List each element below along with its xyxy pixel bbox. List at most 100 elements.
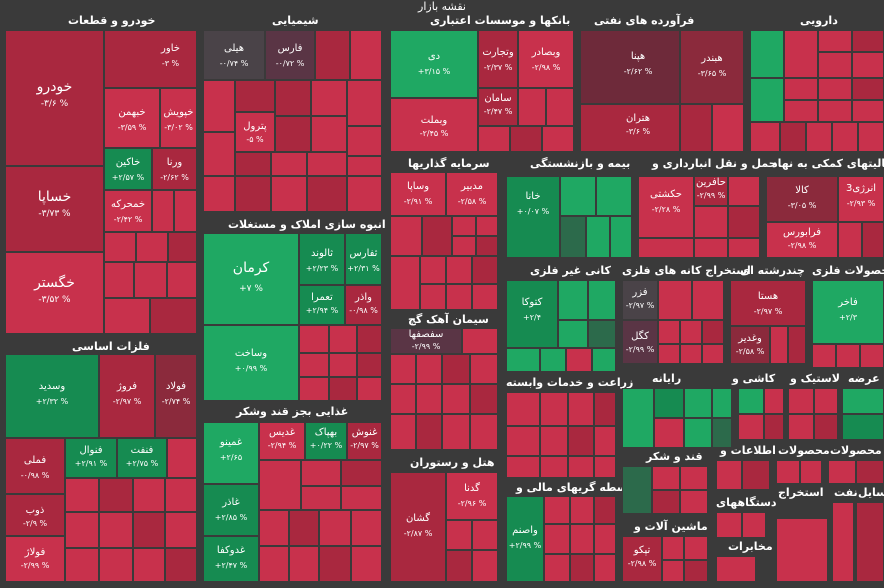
tile-sarmaye-5[interactable] bbox=[452, 236, 476, 256]
tile-khodro[interactable]: خودرو -۳/۶ % bbox=[5, 30, 104, 166]
tile-felezat-small-2[interactable] bbox=[65, 478, 99, 512]
tile-felezat-small-6[interactable] bbox=[65, 512, 99, 548]
tile-bank-1[interactable] bbox=[518, 88, 546, 126]
tile-kerman[interactable]: کرمان +۷ % bbox=[203, 233, 299, 325]
tile-sarmaye-12[interactable] bbox=[446, 284, 472, 310]
tile-saluond[interactable]: ثالوند +۲/۲۳ % bbox=[299, 233, 345, 285]
tile-hafarin[interactable]: حافرین -۲/۹۹ % bbox=[694, 176, 728, 206]
tile-daroui-7[interactable] bbox=[750, 78, 784, 122]
tile-saman[interactable]: سامان -۲/۴۷ % bbox=[478, 88, 518, 126]
tile-foraz[interactable]: فروژ -۲/۹۷ % bbox=[99, 354, 155, 438]
tile-zob[interactable]: ذوب -۲/۹ % bbox=[5, 494, 65, 536]
tile-chandreshte-1[interactable] bbox=[770, 326, 788, 364]
tile-khezamia[interactable]: خمحرکه -۲/۴۲ % bbox=[104, 190, 152, 232]
tile-vtejarat[interactable]: وتجارت -۲/۳۷ % bbox=[478, 30, 518, 88]
tile-ghanoosh[interactable]: غنوش -۲/۹۷ % bbox=[347, 422, 382, 460]
tile-fakhar[interactable]: فاخر +۲/۳ bbox=[812, 280, 884, 344]
tile-vasete-9[interactable] bbox=[594, 554, 616, 582]
tile-daroui-5[interactable] bbox=[818, 52, 852, 78]
tile-fooolad[interactable]: فولاد -۲/۷۴ % bbox=[155, 354, 197, 438]
tile-daroui-3[interactable] bbox=[818, 30, 852, 52]
tile-kani-4[interactable] bbox=[588, 320, 616, 348]
tile-chandreshte-2[interactable] bbox=[788, 326, 806, 364]
tile-khodro-small-3[interactable] bbox=[104, 232, 136, 262]
tile-mokhaberat-1[interactable] bbox=[716, 556, 756, 582]
tile-zeraat-10[interactable] bbox=[540, 456, 568, 478]
tile-arzesh[interactable]: انرژی3 -۲/۹۳ % bbox=[838, 176, 884, 222]
tile-hbandar[interactable]: هبندر -۳/۶۵ % bbox=[680, 30, 744, 104]
tile-lastik-4[interactable] bbox=[814, 414, 838, 440]
tile-ghazaei-2[interactable] bbox=[301, 460, 341, 486]
tile-shimi-19[interactable] bbox=[307, 176, 347, 212]
tile-sefaha[interactable]: سفصفها -۲/۹۹ % bbox=[390, 328, 462, 354]
tile-siman-8[interactable] bbox=[442, 384, 470, 414]
tile-daroui-9[interactable] bbox=[818, 78, 852, 100]
tile-gada[interactable]: گدنا -۲/۹۶ % bbox=[446, 472, 498, 520]
tile-siman-9[interactable] bbox=[470, 384, 498, 414]
tile-zeraat-2[interactable] bbox=[540, 392, 568, 426]
tile-haml-6[interactable] bbox=[728, 238, 760, 258]
tile-kani-3[interactable] bbox=[558, 320, 588, 348]
tile-shimi-9[interactable] bbox=[311, 116, 347, 152]
tile-zeraat-3[interactable] bbox=[568, 392, 594, 426]
tile-bahpak[interactable]: بهپاک +۰/۲۲ % bbox=[305, 422, 347, 460]
tile-vaaz[interactable]: واذر -۰/۹۸ % bbox=[345, 285, 382, 325]
tile-mahfelezi-1[interactable] bbox=[812, 344, 836, 368]
tile-ghand-1[interactable] bbox=[622, 466, 652, 514]
tile-ghadokafa[interactable]: غدوکفا +۲/۴۷ % bbox=[203, 536, 259, 582]
tile-siman-5[interactable] bbox=[470, 354, 498, 384]
tile-sarmaye-7[interactable] bbox=[390, 256, 420, 310]
tile-estekhraj-3[interactable] bbox=[658, 320, 680, 344]
tile-sarmaye-1[interactable] bbox=[390, 216, 422, 256]
tile-siman-10[interactable] bbox=[390, 414, 416, 450]
tile-arzeh-1[interactable] bbox=[842, 388, 884, 414]
tile-vsakhat[interactable]: وساخت +۰/۹۹ % bbox=[203, 325, 299, 401]
tile-felezat-small-8[interactable] bbox=[133, 512, 165, 548]
tile-ghazaei-3[interactable] bbox=[341, 460, 382, 486]
tile-zeraat-11[interactable] bbox=[568, 456, 594, 478]
tile-sarmaye-11[interactable] bbox=[420, 284, 446, 310]
tile-sarmaye-6[interactable] bbox=[476, 236, 498, 256]
tile-siman-7[interactable] bbox=[416, 384, 442, 414]
tile-sarmaye-13[interactable] bbox=[472, 284, 498, 310]
tile-daroui-6[interactable] bbox=[852, 52, 884, 78]
tile-siman-3[interactable] bbox=[416, 354, 442, 384]
tile-hasta[interactable]: هستا -۲/۹۷ % bbox=[730, 280, 806, 326]
tile-shimi-4[interactable] bbox=[235, 80, 275, 112]
tile-khana[interactable]: خانا +۰/۰۷ % bbox=[506, 176, 560, 258]
tile-siman-11[interactable] bbox=[416, 414, 442, 450]
tile-ghand-5[interactable] bbox=[680, 490, 708, 514]
tile-anbooh-6[interactable] bbox=[357, 353, 382, 377]
tile-mahfelezi-3[interactable] bbox=[860, 344, 884, 368]
tile-shimi-13[interactable] bbox=[271, 152, 307, 176]
tile-shimi-12[interactable] bbox=[235, 152, 271, 176]
tile-zeraat-9[interactable] bbox=[506, 456, 540, 478]
tile-bime-3[interactable] bbox=[560, 216, 586, 258]
tile-vasete-5[interactable] bbox=[570, 524, 594, 554]
tile-felezat-small-13[interactable] bbox=[165, 548, 197, 582]
tile-bime-4[interactable] bbox=[586, 216, 610, 258]
tile-vghadir[interactable]: وغدیر -۲/۵۸ % bbox=[730, 326, 770, 364]
tile-felezat-small-4[interactable] bbox=[133, 478, 165, 512]
tile-daroui-2[interactable] bbox=[784, 30, 818, 78]
tile-khegostar[interactable]: خگستر -۳/۵۲ % bbox=[5, 252, 104, 334]
tile-mahfelezi-2[interactable] bbox=[836, 344, 860, 368]
tile-daroui-17[interactable] bbox=[832, 122, 858, 152]
tile-bank-3[interactable] bbox=[478, 126, 510, 152]
tile-anbooh-4[interactable] bbox=[299, 353, 329, 377]
tile-mahsoolat-2[interactable] bbox=[800, 460, 822, 484]
tile-khodro-small-8[interactable] bbox=[167, 262, 197, 298]
tile-vasete-6[interactable] bbox=[594, 524, 616, 554]
tile-vmellat[interactable]: وبملت -۲/۴۵ % bbox=[390, 98, 478, 152]
tile-haml-2[interactable] bbox=[694, 206, 728, 238]
tile-rayane-3[interactable] bbox=[684, 388, 712, 418]
tile-khaksin[interactable]: خاکین +۲/۵۷ % bbox=[104, 148, 152, 190]
tile-ghazaei-7[interactable] bbox=[289, 510, 319, 546]
tile-kashi-4[interactable] bbox=[764, 414, 784, 440]
tile-estekhraj-5[interactable] bbox=[702, 320, 724, 344]
tile-rayane-7[interactable] bbox=[712, 418, 732, 448]
tile-sarmaye-10[interactable] bbox=[472, 256, 498, 284]
tile-ghazaei-9[interactable] bbox=[351, 510, 382, 546]
tile-siman-2[interactable] bbox=[390, 354, 416, 384]
tile-chand-1[interactable] bbox=[838, 222, 862, 258]
